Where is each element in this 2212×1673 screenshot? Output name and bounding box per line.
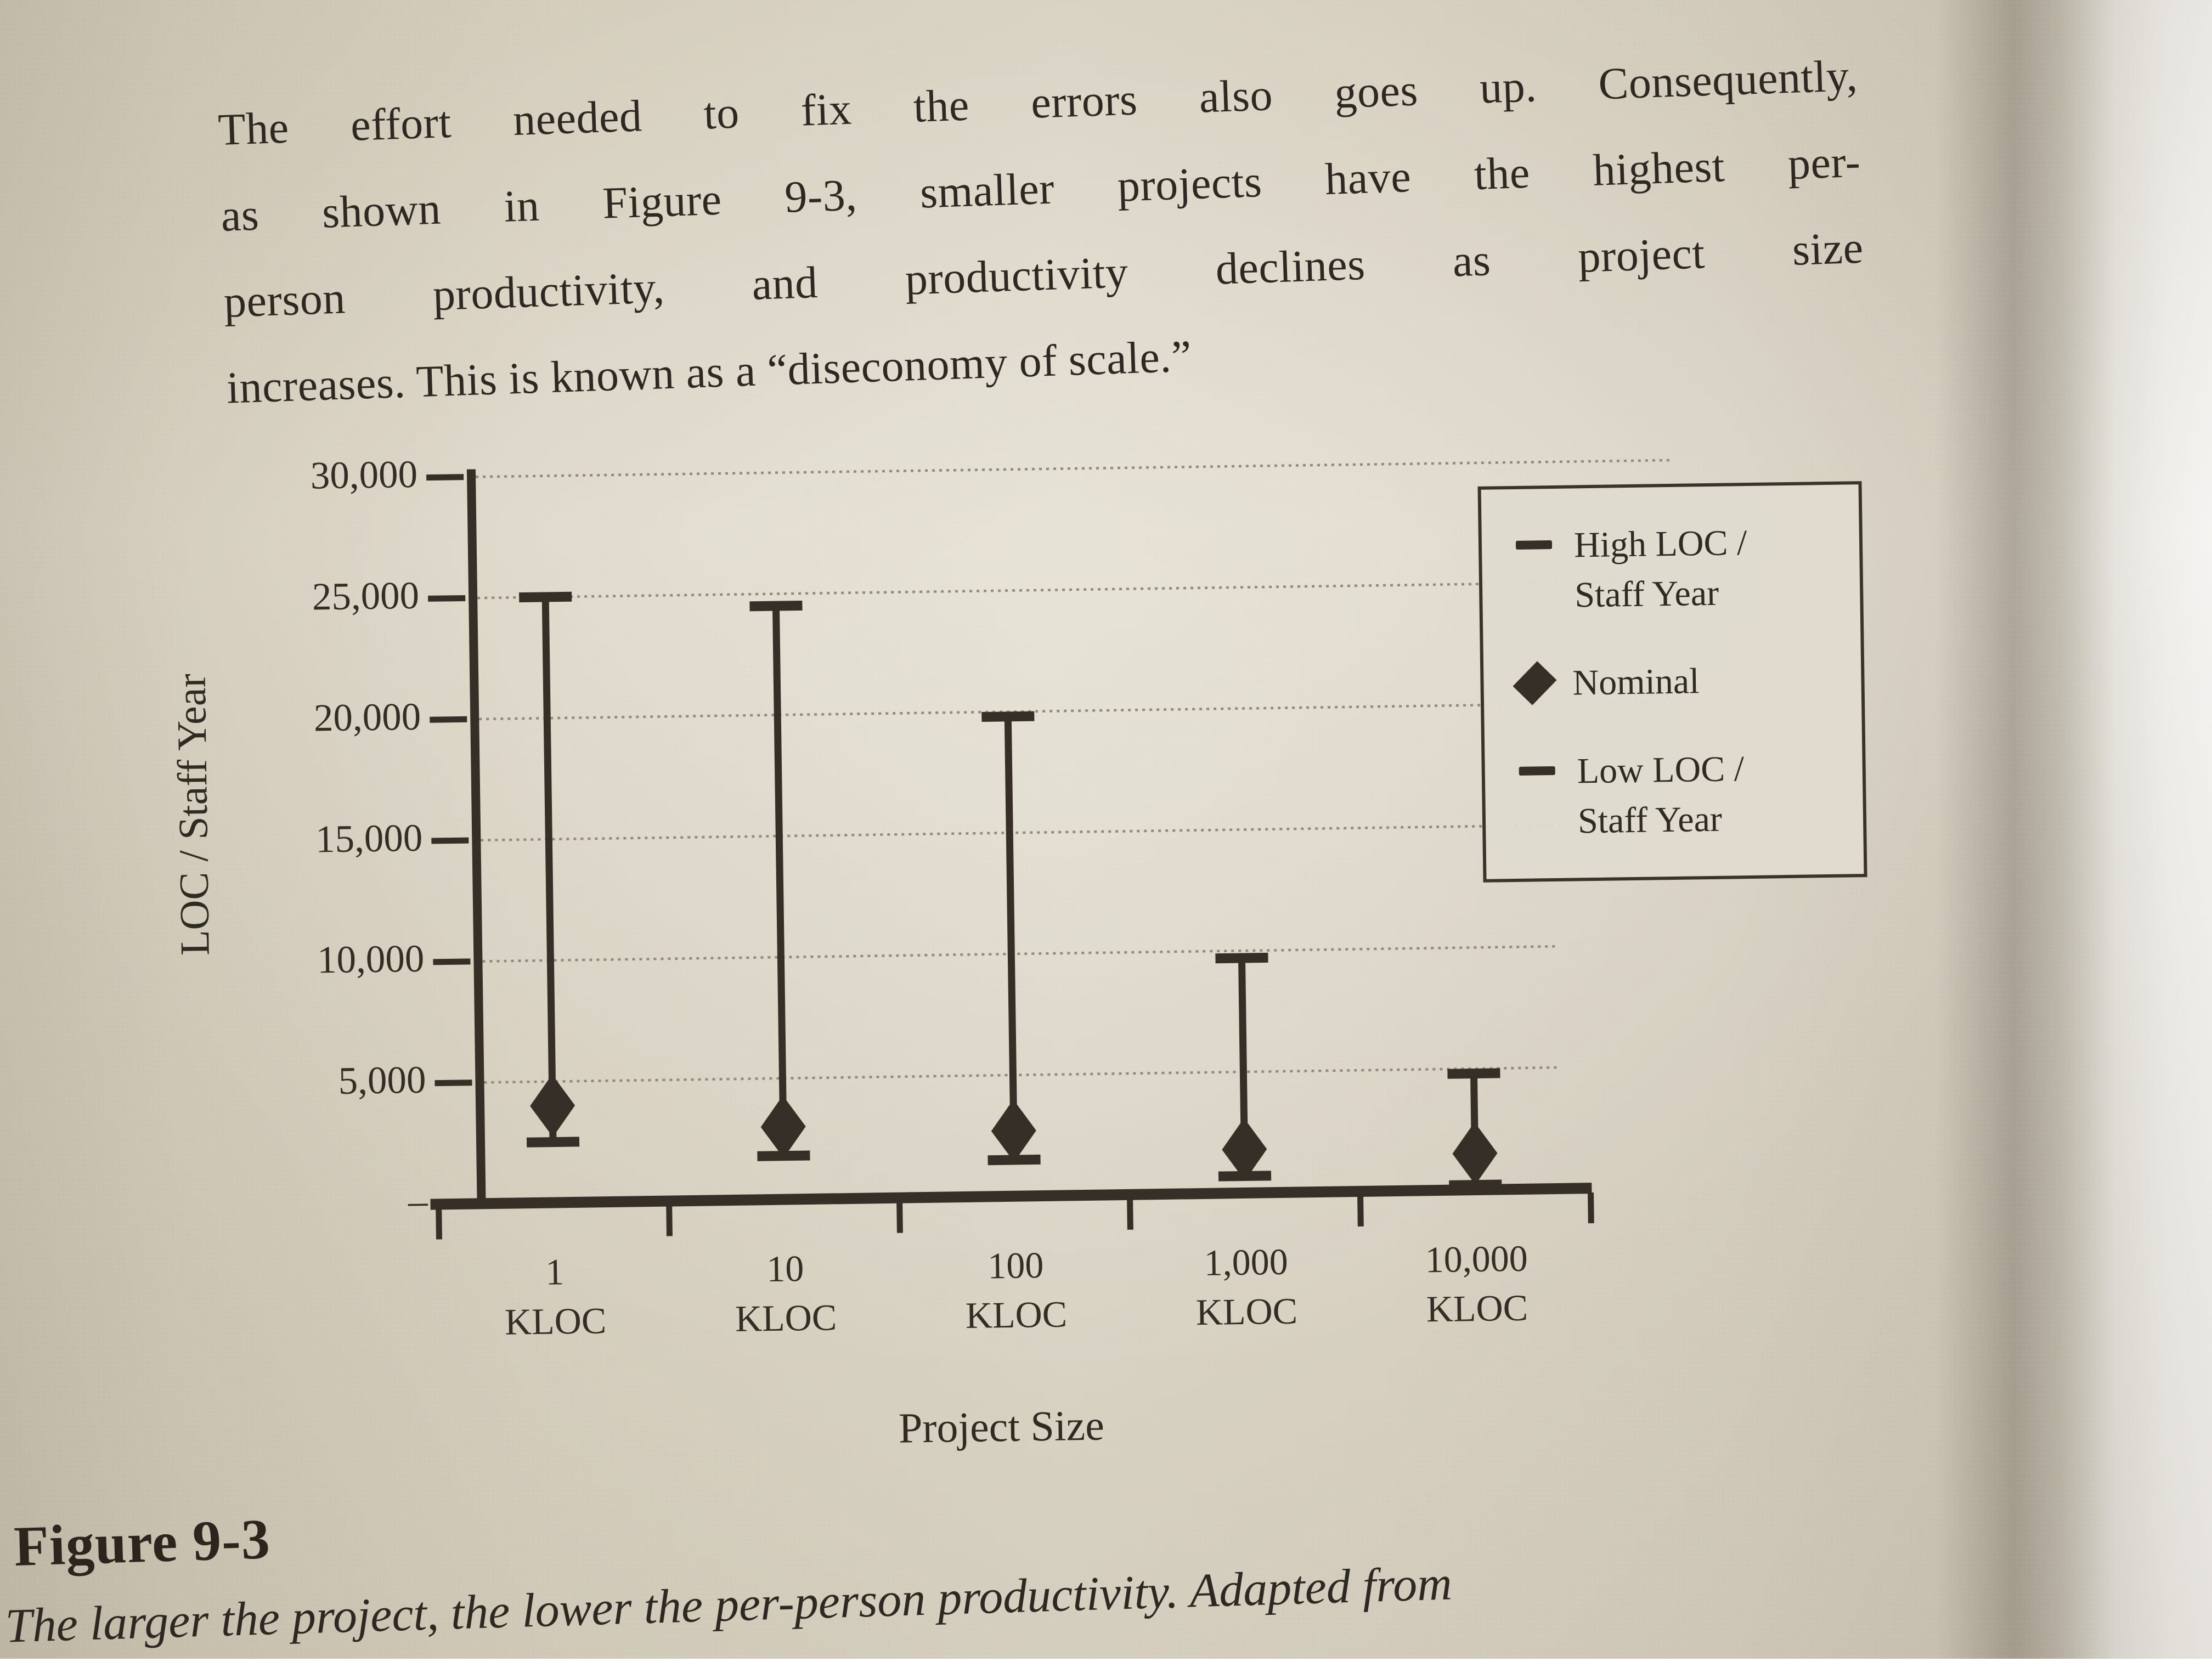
high-cap-marker — [749, 601, 802, 611]
gridline — [476, 460, 1671, 477]
high-cap-marker — [1447, 1068, 1500, 1078]
gridline — [482, 946, 1557, 961]
legend-label: High LOC / Staff Year — [1573, 518, 1748, 620]
whisker-stem — [776, 606, 783, 1156]
y-tick — [437, 1204, 474, 1205]
x-axis-line — [431, 1188, 1592, 1205]
y-tick-label: 5,000 — [151, 1058, 426, 1106]
y-tick — [431, 840, 469, 841]
diamond-icon — [1513, 662, 1557, 705]
y-tick — [430, 719, 467, 720]
legend-label: Low LOC / Staff Year — [1577, 744, 1745, 846]
x-tick — [1130, 1199, 1131, 1230]
y-axis-title: LOC / Staff Year — [166, 587, 221, 1043]
nominal-diamond-marker — [991, 1099, 1037, 1162]
legend-item-nominal: Nominal — [1517, 654, 1845, 709]
y-tick-label: – — [153, 1179, 428, 1228]
figure-label: Figure 9-3 — [13, 1506, 272, 1579]
nominal-diamond-marker — [1452, 1122, 1498, 1185]
whisker-stem — [545, 597, 553, 1142]
x-axis-title: Project Size — [727, 1398, 1276, 1455]
y-tick — [426, 477, 464, 478]
chart-legend: High LOC / Staff Year Nominal Low LOC / … — [1478, 481, 1867, 883]
y-axis-line — [471, 469, 482, 1208]
whisker-stem — [1008, 716, 1014, 1160]
low-cap-marker — [527, 1137, 579, 1147]
nominal-diamond-marker — [760, 1095, 806, 1158]
high-cap-marker — [981, 711, 1034, 722]
legend-item-high: High LOC / Staff Year — [1515, 517, 1843, 621]
dash-icon — [1519, 766, 1555, 776]
x-tick — [1591, 1192, 1592, 1223]
legend-item-low: Low LOC / Staff Year — [1519, 742, 1847, 846]
high-cap-marker — [1215, 953, 1268, 963]
legend-label: Nominal — [1572, 657, 1700, 708]
y-tick-label: 30,000 — [143, 453, 418, 501]
nominal-diamond-marker — [529, 1074, 575, 1137]
high-cap-marker — [519, 592, 572, 602]
gridline — [484, 1067, 1559, 1082]
dash-icon — [1516, 540, 1552, 550]
x-tick — [669, 1206, 670, 1236]
